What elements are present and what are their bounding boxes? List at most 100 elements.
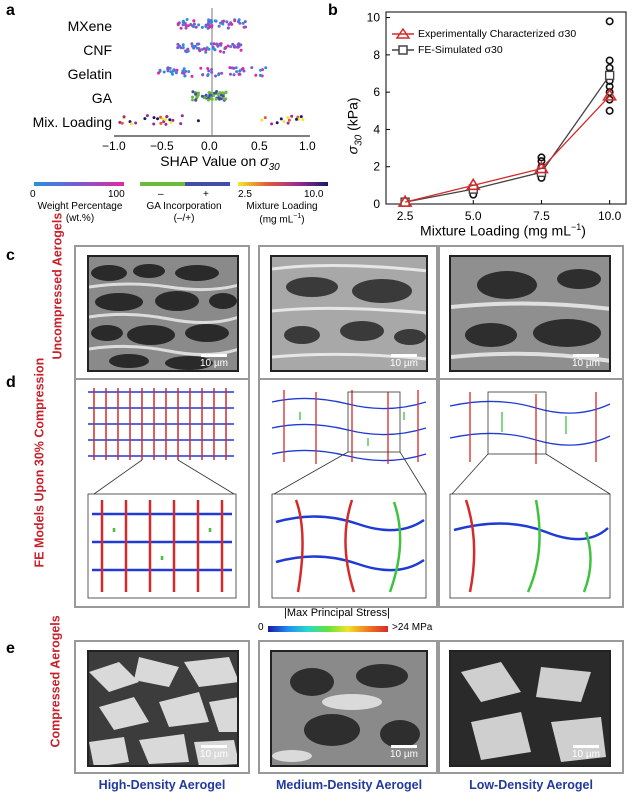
shap-dot [225, 20, 229, 24]
sem-image-uncompressed-low [449, 255, 611, 372]
shap-dot [220, 71, 224, 75]
shap-dot [206, 67, 210, 70]
shap-dot [210, 70, 214, 74]
panel-label-c: c [6, 247, 15, 264]
shap-dot [181, 43, 185, 47]
chart-x-tick-label: 5.0 [465, 209, 482, 223]
chart-y-tick-label: 2 [373, 160, 380, 174]
shap-dot [208, 93, 212, 97]
shap-dot [172, 68, 176, 72]
shap-dot [221, 94, 225, 98]
shap-dot [224, 46, 228, 49]
shap-dot [238, 69, 242, 73]
shap-dot [195, 46, 199, 50]
shap-dot [216, 92, 220, 96]
shap-dot [179, 26, 183, 30]
shap-dot [270, 122, 274, 126]
shap-dot [232, 44, 236, 48]
chart-legend: Experimentally Characterized σ30 FE-Simu… [392, 26, 622, 58]
shap-dot [197, 23, 201, 27]
scale-bar-c-high: 10 µm [194, 354, 234, 369]
shap-dot [182, 67, 186, 71]
shap-dot [236, 43, 240, 47]
shap-dot [183, 74, 187, 78]
chart-y-tick-label: 0 [373, 197, 380, 211]
shap-dot [196, 93, 200, 97]
shap-dot [295, 117, 298, 121]
column-label-low-density: Low-Density Aerogel [469, 778, 593, 792]
frame-e-high [74, 640, 250, 774]
shap-dot [143, 117, 147, 121]
shap-dot [194, 25, 198, 29]
simulated-point [604, 70, 615, 81]
legend-label-simulated: FE-Simulated σ30 [418, 44, 503, 56]
shap-feature-labels: MXene CNF Gelatin GA Mix. Loading [28, 14, 112, 134]
feature-cnf: CNF [83, 42, 112, 58]
shap-dot [190, 42, 194, 46]
shap-dot [181, 19, 185, 23]
shap-dot [239, 48, 243, 52]
shap-dot [176, 46, 180, 50]
shap-dot [244, 25, 248, 29]
shap-dot [263, 116, 267, 120]
shap-dot [221, 20, 225, 24]
shap-dot [301, 118, 305, 122]
shap-dot [152, 122, 156, 126]
experimental-point [602, 88, 618, 101]
shap-dot [194, 92, 198, 96]
shap-dot [207, 69, 211, 73]
fe-model-high-density [87, 388, 237, 599]
shap-dot [221, 22, 225, 26]
scale-bar-label: 10 µm [572, 749, 600, 760]
shap-dot [196, 119, 200, 123]
shap-dot [174, 70, 178, 74]
shap-color-legends: 0 100 Weight Percentage (wt.%) – + GA In… [0, 180, 330, 240]
weight-title: Weight Percentage [37, 201, 123, 212]
shap-dot [207, 98, 210, 102]
shap-dot [158, 68, 162, 72]
shap-dot [286, 121, 290, 125]
shap-dot [152, 116, 156, 120]
row-label-uncompressed: Uncompressed Aerogels [50, 212, 65, 360]
shap-dot [159, 115, 162, 119]
shap-dot [229, 72, 232, 76]
shap-dot [194, 98, 198, 102]
shap-dot [145, 114, 149, 118]
chart-y-tick-label: 4 [373, 122, 380, 136]
scale-bar-c-low: 10 µm [566, 354, 606, 369]
series-line-experimental [404, 95, 611, 203]
shap-dot [171, 118, 175, 122]
panel-label-b: b [328, 2, 338, 19]
shap-dot [200, 25, 204, 29]
shap-dot [264, 66, 268, 70]
shap-dot [157, 71, 160, 75]
shap-dot [128, 120, 132, 124]
shap-dot [224, 91, 228, 95]
scale-bar-label: 10 µm [572, 358, 600, 369]
sem-image-uncompressed-high [87, 255, 239, 372]
legend-label-experimental: Experimentally Characterized σ30 [418, 28, 577, 40]
chart-plot-frame [385, 11, 627, 205]
legend-item-simulated: FE-Simulated σ30 [392, 42, 622, 58]
shap-dot [122, 115, 126, 119]
legend-square-icon [392, 45, 414, 55]
stress-colorbar [268, 626, 388, 632]
scale-bar-c-medium: 10 µm [384, 354, 424, 369]
row-label-fe-models: FE Models Upon 30% Compression [32, 357, 47, 568]
chart-y-label: σ30 (kPa) [344, 97, 365, 155]
scale-bar-e-low: 10 µm [566, 745, 606, 760]
column-label-medium-density: Medium-Density Aerogel [275, 778, 423, 792]
shap-dot [219, 42, 223, 46]
scale-bar-label: 10 µm [200, 358, 228, 369]
shap-dot [206, 73, 210, 76]
shap-dot [186, 24, 190, 28]
scale-bar-e-high: 10 µm [194, 745, 234, 760]
ga-plus-colorbar [185, 182, 230, 186]
shap-tick: 0.0 [201, 139, 218, 153]
shap-dot [216, 44, 220, 48]
shap-dot [235, 70, 239, 74]
chart-y-tick-label: 6 [373, 85, 380, 99]
shap-dot [299, 115, 303, 119]
shap-dot [181, 45, 185, 49]
shap-tick: 1.0 [299, 139, 316, 153]
